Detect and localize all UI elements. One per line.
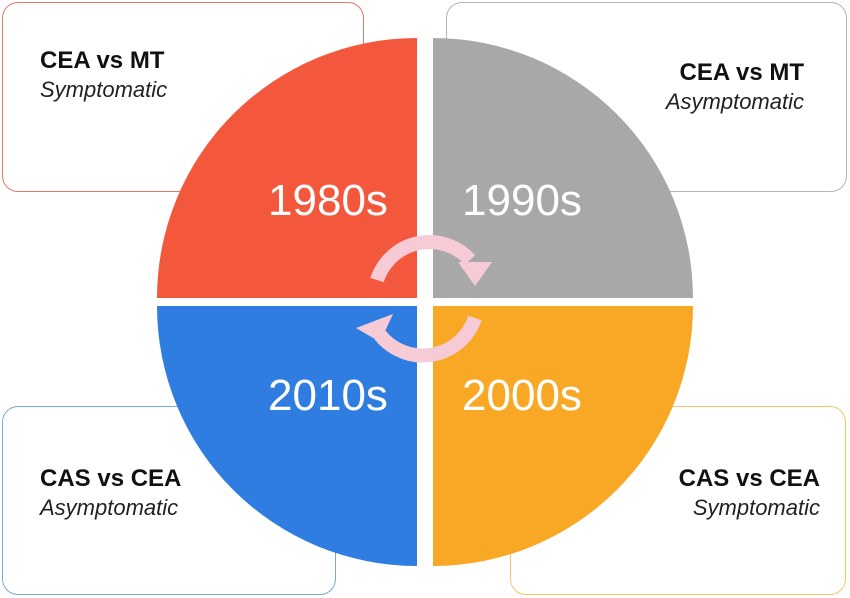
trial-population: Symptomatic	[692, 495, 820, 520]
quadrant-2010s	[157, 306, 417, 566]
arrow-head-left	[356, 314, 393, 342]
trial-title: CEA vs MT	[40, 47, 165, 74]
trial-population: Asymptomatic	[40, 495, 179, 520]
label-2010s: CAS vs CEA Asymptomatic	[40, 464, 181, 522]
trial-title: CAS vs CEA	[40, 465, 182, 492]
label-2000s: CAS vs CEA Symptomatic	[679, 464, 820, 522]
trial-title: CEA vs MT	[679, 59, 804, 86]
decade-1980s: 1980s	[268, 176, 388, 225]
quadrant-1990s	[433, 38, 693, 298]
quadrant-1980s	[157, 38, 417, 298]
arrow-head-right	[458, 262, 492, 286]
decade-1990s: 1990s	[462, 176, 582, 225]
trial-population: Asymptomatic	[665, 89, 804, 114]
decade-2000s: 2000s	[462, 371, 582, 420]
label-1990s: CEA vs MT Asymptomatic	[666, 58, 804, 116]
decade-2010s: 2010s	[268, 371, 388, 420]
quadrant-2000s	[433, 306, 693, 566]
trial-title: CAS vs CEA	[678, 465, 820, 492]
cycle-arrows-icon	[370, 235, 482, 363]
trial-population: Symptomatic	[40, 77, 168, 102]
label-1980s: CEA vs MT Symptomatic	[40, 46, 167, 104]
